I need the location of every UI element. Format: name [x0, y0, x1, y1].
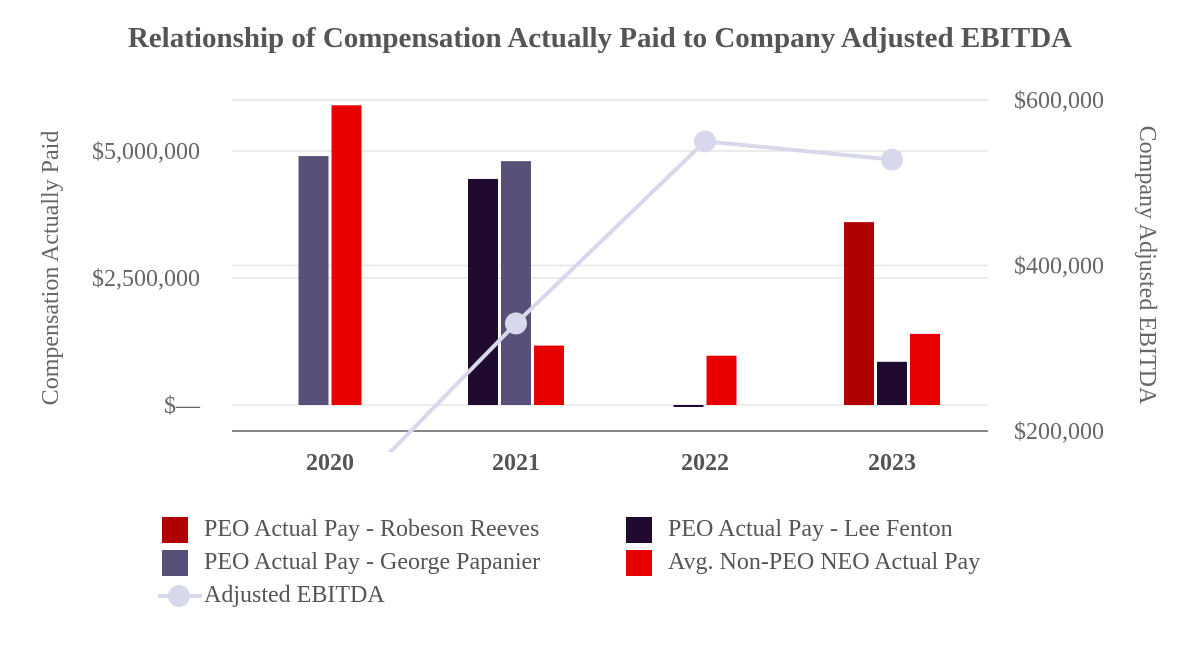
legend-label: PEO Actual Pay - George Papanier [204, 549, 541, 575]
bar [877, 361, 907, 405]
bars [298, 105, 940, 407]
legend-label: PEO Actual Pay - Lee Fenton [668, 516, 953, 542]
bar [501, 161, 531, 405]
y-tick-label: $5,000,000 [92, 139, 200, 165]
ebitda-point [505, 312, 527, 335]
bar [844, 222, 874, 405]
y2-tick-label: $600,000 [1014, 88, 1104, 114]
ebitda-line [387, 139, 893, 452]
legend-swatch [626, 516, 652, 543]
x-tick-label: 2020 [306, 450, 354, 476]
legend-item-adjusted-ebitda: Adjusted EBITDA [158, 582, 385, 609]
y-axis-title: Compensation Actually Paid [38, 131, 64, 406]
y2-axis-title: Company Adjusted EBITDA [1134, 126, 1160, 405]
ebitda-line-layer [387, 130, 903, 452]
y-tick-label: $— [164, 393, 201, 419]
bar [706, 355, 737, 405]
legend-label: Avg. Non-PEO NEO Actual Pay [668, 549, 981, 575]
bar [298, 156, 329, 405]
y2-tick-label: $200,000 [1014, 419, 1104, 445]
legend-swatch [162, 549, 188, 576]
y2-tick-label: $400,000 [1014, 254, 1104, 280]
legend-label: PEO Actual Pay - Robeson Reeves [204, 516, 540, 542]
bar [534, 345, 564, 405]
legend-swatch [162, 516, 188, 543]
legend-swatch [626, 549, 652, 576]
x-tick-label: 2023 [868, 450, 916, 476]
axis-labels: $— $2,500,000 $5,000,000 $200,000 $400,000 $6… [38, 88, 1160, 476]
legend-item-robeson-reeves: PEO Actual Pay - Robeson Reeves [162, 516, 539, 543]
ebitda-point [881, 148, 903, 171]
bar [910, 333, 940, 405]
legend-label: Adjusted EBITDA [204, 582, 385, 608]
ebitda-point [694, 130, 716, 153]
x-tick-label: 2021 [492, 450, 540, 476]
chart-title: Relationship of Compensation Actually Pa… [127, 22, 1073, 54]
y-tick-label: $2,500,000 [92, 266, 200, 292]
bar [468, 178, 498, 405]
legend-line-swatch [158, 583, 202, 609]
legend-item-avg-non-peo: Avg. Non-PEO NEO Actual Pay [626, 549, 980, 576]
x-tick-label: 2022 [681, 450, 729, 476]
legend-item-lee-fenton: PEO Actual Pay - Lee Fenton [626, 516, 953, 543]
bar [673, 405, 704, 407]
legend-item-george-papanier: PEO Actual Pay - George Papanier [162, 549, 540, 576]
bar [331, 105, 362, 405]
